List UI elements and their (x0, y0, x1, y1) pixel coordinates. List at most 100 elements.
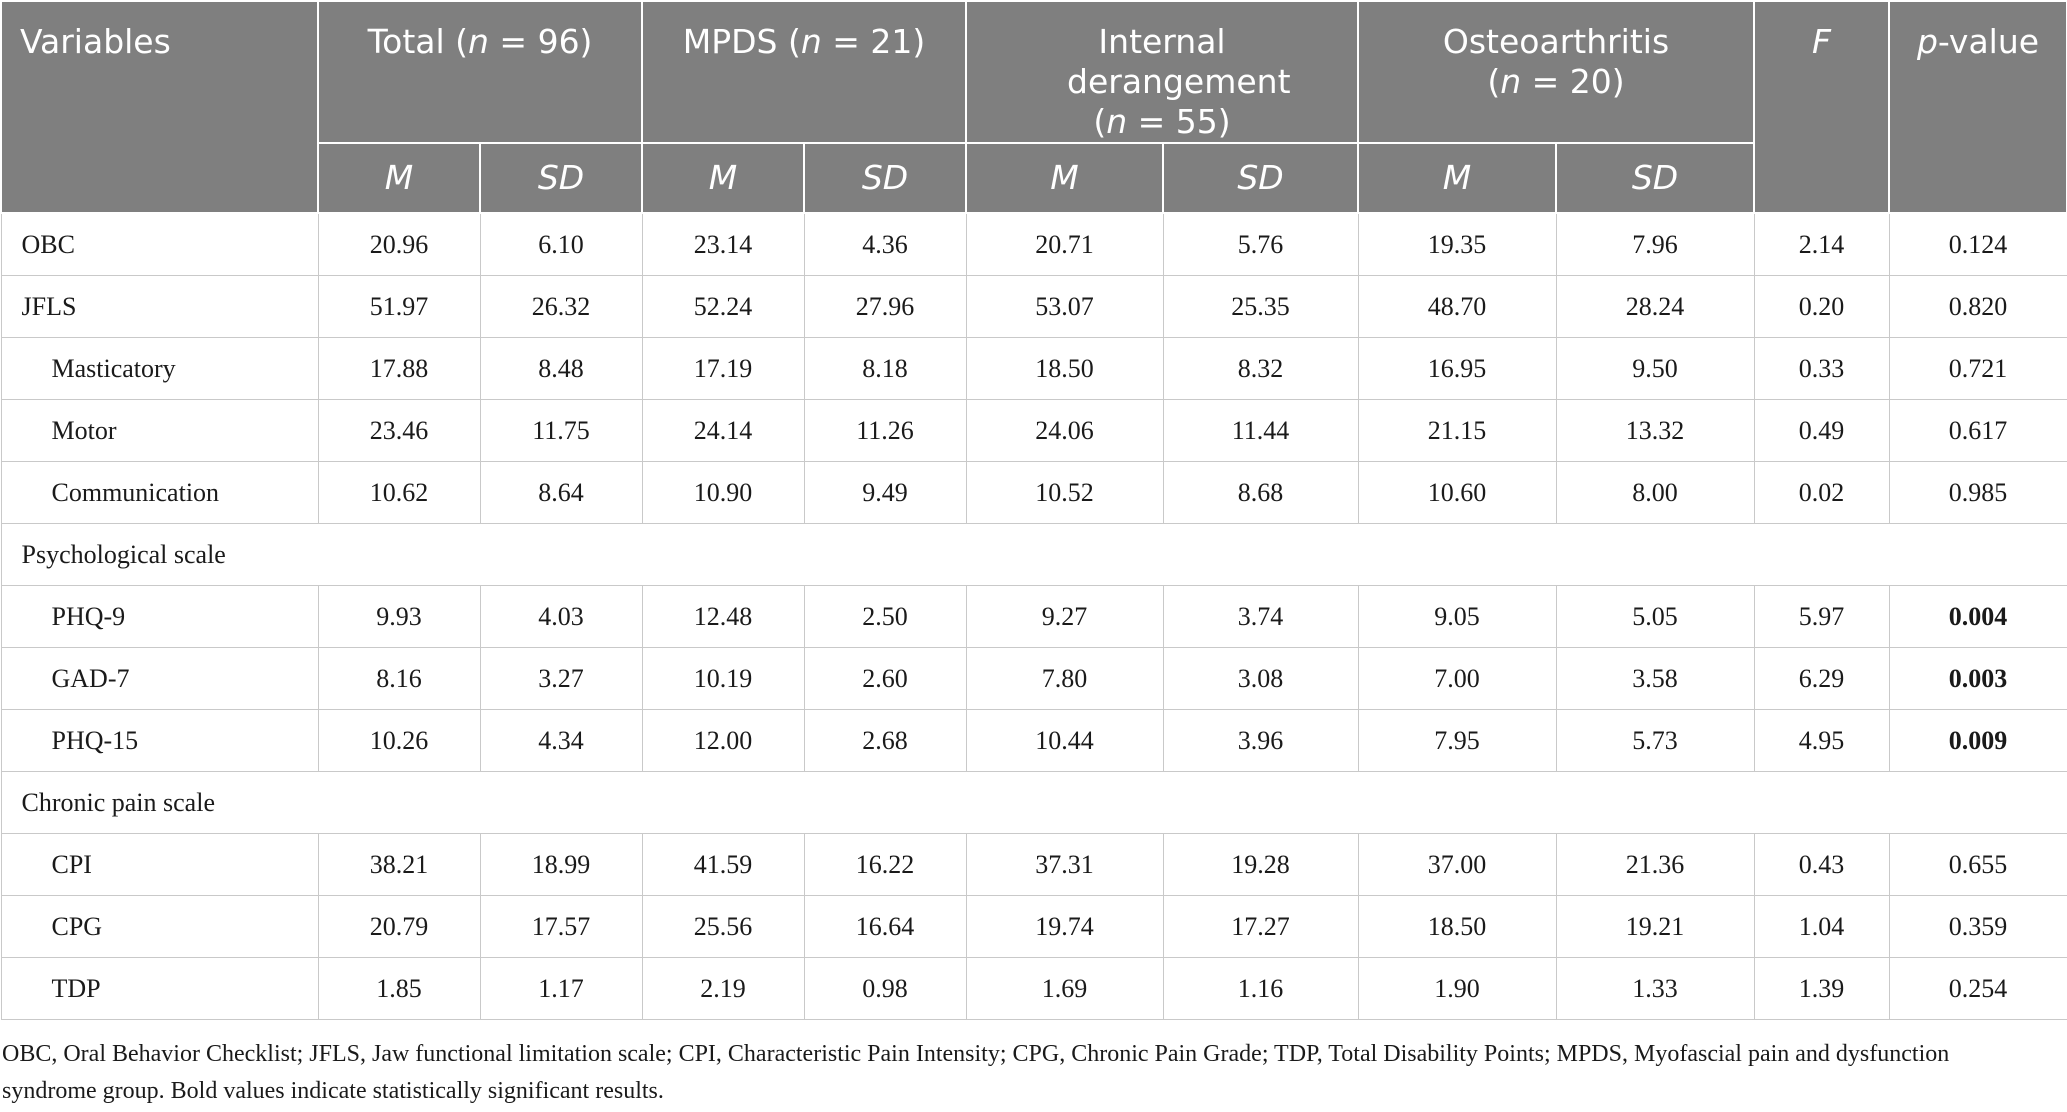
mean-cell: 10.60 (1357, 461, 1557, 524)
sd-cell: 2.68 (803, 709, 967, 772)
p-value-cell: 0.359 (1888, 895, 2067, 958)
mean-cell: 12.48 (641, 585, 805, 648)
sd-cell: 1.33 (1555, 957, 1755, 1020)
mean-cell: 48.70 (1357, 275, 1557, 338)
mean-cell: 41.59 (641, 833, 805, 896)
table-row: PHQ-9 9.93 4.03 12.48 2.50 9.27 3.74 9.05 5.05 5.… (0, 585, 2067, 648)
p-value-cell: 0.004 (1888, 585, 2067, 648)
sd-cell: 19.28 (1162, 833, 1359, 896)
mean-cell: 10.19 (641, 647, 805, 710)
sd-cell: 2.50 (803, 585, 967, 648)
section-row: Psychological scale (0, 523, 2067, 586)
header-sd: SD (1162, 142, 1360, 214)
results-table: Variables Total (n = 96) MPDS (n = 21) I… (0, 0, 2067, 1020)
row-label: TDP (0, 957, 319, 1020)
header-text: ( (1093, 102, 1107, 141)
mean-cell: 10.44 (965, 709, 1164, 772)
mean-cell: 7.80 (965, 647, 1164, 710)
section-row: Chronic pain scale (0, 771, 2067, 834)
section-label: Chronic pain scale (0, 771, 2067, 834)
sd-cell: 25.35 (1162, 275, 1359, 338)
header-variables: Variables (0, 0, 319, 214)
header-text: Total ( (367, 22, 469, 61)
mean-cell: 1.85 (317, 957, 481, 1020)
section-label: Psychological scale (0, 523, 2067, 586)
row-label: OBC (0, 212, 319, 276)
f-value-cell: 0.43 (1753, 833, 1890, 896)
mean-cell: 19.35 (1357, 212, 1557, 276)
mean-cell: 38.21 (317, 833, 481, 896)
sd-cell: 6.10 (479, 212, 643, 276)
row-label: Communication (0, 461, 319, 524)
mean-cell: 9.05 (1357, 585, 1557, 648)
header-p-value: p-value (1888, 0, 2067, 214)
sd-cell: 3.74 (1162, 585, 1359, 648)
f-value-cell: 0.49 (1753, 399, 1890, 462)
mean-cell: 24.14 (641, 399, 805, 462)
header-text: -value (1937, 22, 2040, 61)
sd-cell: 4.36 (803, 212, 967, 276)
sd-cell: 8.00 (1555, 461, 1755, 524)
mean-cell: 23.46 (317, 399, 481, 462)
header-group-osteoarthritis: Osteoarthritis (n = 20) (1357, 0, 1756, 144)
header-n: n (1106, 102, 1128, 141)
sd-cell: 28.24 (1555, 275, 1755, 338)
sd-cell: 16.64 (803, 895, 967, 958)
mean-cell: 7.95 (1357, 709, 1557, 772)
p-value-cell: 0.655 (1888, 833, 2067, 896)
header-n: n (468, 22, 489, 61)
mean-cell: 10.26 (317, 709, 481, 772)
sd-cell: 17.57 (479, 895, 643, 958)
mean-cell: 16.95 (1357, 337, 1557, 400)
sd-cell: 4.34 (479, 709, 643, 772)
mean-cell: 51.97 (317, 275, 481, 338)
header-text: Osteoarthritis (1442, 22, 1670, 61)
table-row: Masticatory 17.88 8.48 17.19 8.18 18.50 8.32 16… (0, 337, 2067, 400)
header-text: = 55) (1127, 102, 1231, 141)
header-m: M (641, 142, 806, 214)
table-row: TDP 1.85 1.17 2.19 0.98 1.69 1.16 1.90 1.33 1.39 0… (0, 957, 2067, 1020)
header-text: = 21) (821, 22, 926, 61)
row-label: Motor (0, 399, 319, 462)
sd-cell: 8.18 (803, 337, 967, 400)
header-group-total: Total (n = 96) (316, 0, 644, 144)
header-group-mpds: MPDS (n = 21) (641, 0, 968, 144)
mean-cell: 7.00 (1357, 647, 1557, 710)
row-label: CPG (0, 895, 319, 958)
header-m: M (965, 142, 1165, 214)
header-sd: SD (1555, 142, 1756, 214)
sd-cell: 3.58 (1555, 647, 1755, 710)
table-body: OBC 20.96 6.10 23.14 4.36 20.71 5.76 19.35 7.96 2… (0, 212, 2067, 1020)
header-text: Internal derangement (1067, 22, 1291, 101)
sd-cell: 16.22 (803, 833, 967, 896)
sd-cell: 11.26 (803, 399, 967, 462)
header-n: n (800, 22, 822, 61)
table-footnote: OBC, Oral Behavior Checklist; JFLS, Jaw … (2, 1041, 1950, 1104)
sd-cell: 5.05 (1555, 585, 1755, 648)
table-row: Motor 23.46 11.75 24.14 11.26 24.06 11.44 21.15… (0, 399, 2067, 462)
table-row: PHQ-15 10.26 4.34 12.00 2.68 10.44 3.96 7.95 5.7… (0, 709, 2067, 772)
sd-cell: 27.96 (803, 275, 967, 338)
sd-cell: 2.60 (803, 647, 967, 710)
sd-cell: 8.48 (479, 337, 643, 400)
sd-cell: 3.27 (479, 647, 643, 710)
mean-cell: 2.19 (641, 957, 805, 1020)
p-value-cell: 0.721 (1888, 337, 2067, 400)
table-container: Variables Total (n = 96) MPDS (n = 21) I… (0, 0, 2067, 1020)
mean-cell: 10.90 (641, 461, 805, 524)
mean-cell: 24.06 (965, 399, 1164, 462)
sd-cell: 0.98 (803, 957, 967, 1020)
header-text: ( (1487, 62, 1501, 101)
sd-cell: 21.36 (1555, 833, 1755, 896)
f-value-cell: 5.97 (1753, 585, 1890, 648)
row-label: JFLS (0, 275, 319, 338)
row-label: Masticatory (0, 337, 319, 400)
mean-cell: 37.00 (1357, 833, 1557, 896)
header-sd: SD (803, 142, 968, 214)
mean-cell: 20.79 (317, 895, 481, 958)
mean-cell: 21.15 (1357, 399, 1557, 462)
row-label: CPI (0, 833, 319, 896)
table-row: OBC 20.96 6.10 23.14 4.36 20.71 5.76 19.35 7.96 2… (0, 212, 2067, 276)
mean-cell: 52.24 (641, 275, 805, 338)
mean-cell: 19.74 (965, 895, 1164, 958)
